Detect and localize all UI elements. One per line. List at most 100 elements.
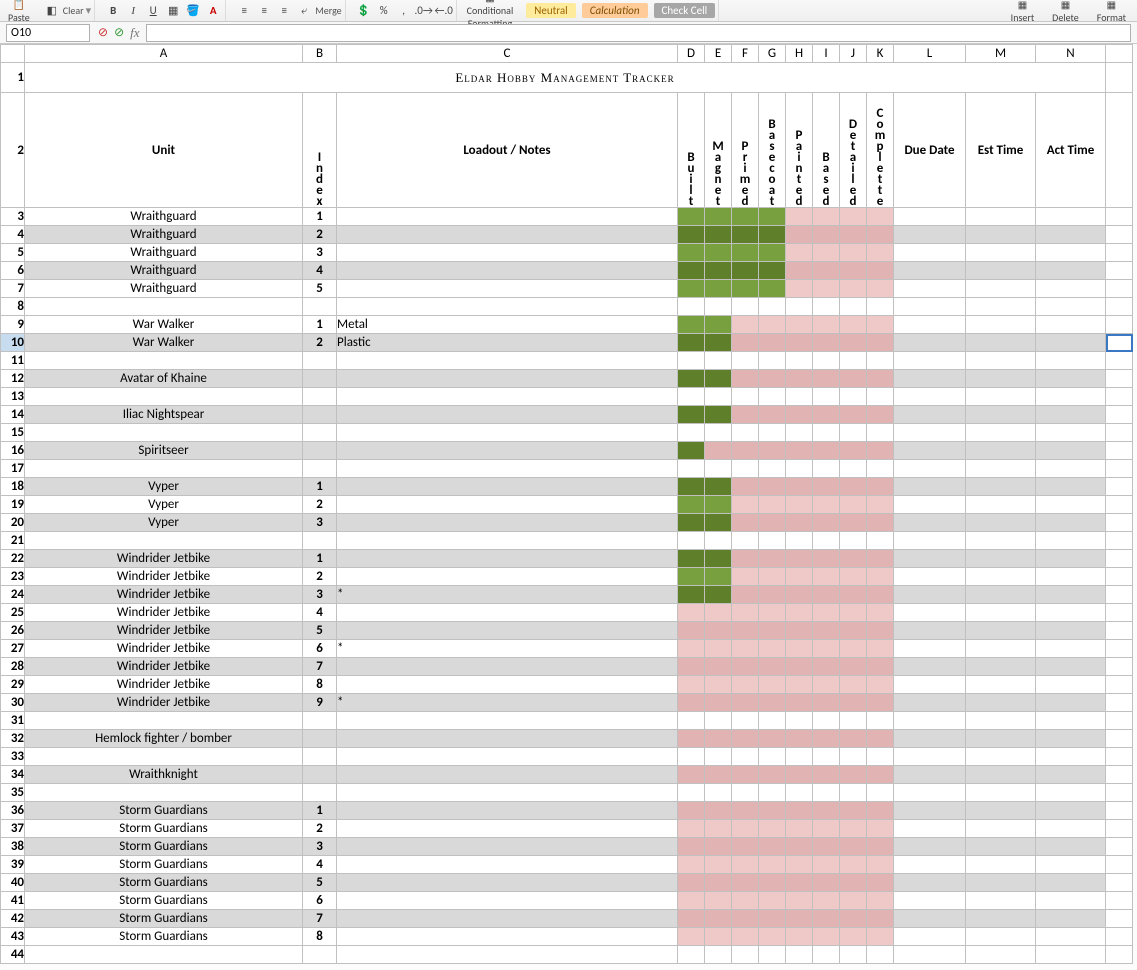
cell[interactable]: Vyper — [25, 496, 303, 514]
cell[interactable] — [678, 946, 705, 964]
cell[interactable] — [813, 442, 840, 460]
cell[interactable] — [813, 532, 840, 550]
cell[interactable] — [867, 496, 894, 514]
cell[interactable] — [732, 802, 759, 820]
cell[interactable] — [894, 478, 966, 496]
cell[interactable] — [894, 352, 966, 370]
cell[interactable] — [732, 298, 759, 316]
cell[interactable] — [1036, 694, 1106, 712]
cell[interactable] — [705, 910, 732, 928]
row-header[interactable]: 33 — [1, 748, 25, 766]
cell[interactable]: Vyper — [25, 478, 303, 496]
cell[interactable] — [678, 676, 705, 694]
cell[interactable] — [786, 226, 813, 244]
cell[interactable] — [678, 226, 705, 244]
row-header[interactable]: 19 — [1, 496, 25, 514]
fill-color-button[interactable]: 🪣 — [184, 3, 202, 19]
cell[interactable] — [966, 892, 1036, 910]
cell[interactable] — [966, 658, 1036, 676]
row-header[interactable]: 20 — [1, 514, 25, 532]
cell[interactable]: 7 — [303, 910, 337, 928]
cell[interactable]: Storm Guardians — [25, 838, 303, 856]
currency-button[interactable]: 💲 — [355, 3, 373, 19]
cell[interactable] — [786, 694, 813, 712]
cell[interactable] — [678, 532, 705, 550]
cell[interactable] — [732, 874, 759, 892]
cell[interactable] — [813, 928, 840, 946]
cell[interactable] — [813, 262, 840, 280]
cell[interactable] — [894, 262, 966, 280]
cell[interactable] — [678, 694, 705, 712]
cell[interactable] — [759, 514, 786, 532]
cell[interactable] — [786, 316, 813, 334]
cell[interactable] — [867, 856, 894, 874]
select-all-corner[interactable] — [1, 45, 25, 63]
row-header[interactable]: 44 — [1, 946, 25, 964]
cell[interactable] — [759, 856, 786, 874]
cell[interactable]: 8 — [303, 928, 337, 946]
cell[interactable] — [732, 604, 759, 622]
cell[interactable] — [1106, 226, 1133, 244]
cell[interactable] — [705, 370, 732, 388]
cell[interactable] — [759, 262, 786, 280]
cell[interactable] — [867, 676, 894, 694]
cell[interactable] — [678, 514, 705, 532]
cell[interactable] — [786, 478, 813, 496]
cell[interactable] — [759, 370, 786, 388]
cell[interactable] — [705, 748, 732, 766]
cell[interactable] — [813, 514, 840, 532]
cell[interactable] — [813, 298, 840, 316]
insert-button[interactable]: ▦Insert — [1007, 0, 1039, 21]
cell[interactable] — [840, 244, 867, 262]
cell[interactable] — [1106, 712, 1133, 730]
col-D[interactable]: D — [678, 45, 705, 63]
cell[interactable] — [759, 586, 786, 604]
fx-cancel-icon[interactable]: ⊘ — [98, 25, 108, 40]
cell[interactable] — [867, 514, 894, 532]
cell[interactable] — [813, 280, 840, 298]
cell[interactable] — [966, 586, 1036, 604]
cell[interactable] — [1036, 910, 1106, 928]
cell[interactable] — [786, 604, 813, 622]
cell[interactable] — [813, 892, 840, 910]
row-header[interactable]: 16 — [1, 442, 25, 460]
row-header[interactable]: 40 — [1, 874, 25, 892]
cell[interactable] — [1106, 370, 1133, 388]
cell[interactable] — [732, 856, 759, 874]
col-I[interactable]: I — [813, 45, 840, 63]
row-header[interactable]: 38 — [1, 838, 25, 856]
cell[interactable] — [705, 694, 732, 712]
cell[interactable] — [25, 352, 303, 370]
cell[interactable] — [1106, 694, 1133, 712]
cell[interactable] — [678, 802, 705, 820]
cell[interactable] — [786, 658, 813, 676]
cell[interactable] — [759, 496, 786, 514]
cell[interactable] — [894, 586, 966, 604]
style-calculation[interactable]: Calculation — [582, 3, 648, 18]
comma-button[interactable]: , — [395, 3, 413, 19]
row-header[interactable]: 3 — [1, 208, 25, 226]
cell[interactable] — [678, 334, 705, 352]
cell[interactable] — [705, 892, 732, 910]
cell[interactable] — [705, 280, 732, 298]
row-header[interactable]: 27 — [1, 640, 25, 658]
cell[interactable] — [813, 244, 840, 262]
cell[interactable] — [840, 712, 867, 730]
cell[interactable] — [732, 514, 759, 532]
cell[interactable] — [840, 730, 867, 748]
cell[interactable] — [786, 460, 813, 478]
cell[interactable] — [867, 586, 894, 604]
cell[interactable] — [303, 442, 337, 460]
cell[interactable] — [705, 352, 732, 370]
cell[interactable] — [337, 442, 678, 460]
cell[interactable] — [840, 820, 867, 838]
cell[interactable] — [840, 208, 867, 226]
cell[interactable] — [705, 604, 732, 622]
cell[interactable] — [1036, 676, 1106, 694]
cell[interactable] — [840, 658, 867, 676]
cell[interactable] — [867, 838, 894, 856]
cell[interactable] — [705, 856, 732, 874]
cell[interactable] — [337, 766, 678, 784]
align-left-button[interactable]: ≡ — [235, 3, 253, 19]
cell[interactable] — [678, 208, 705, 226]
